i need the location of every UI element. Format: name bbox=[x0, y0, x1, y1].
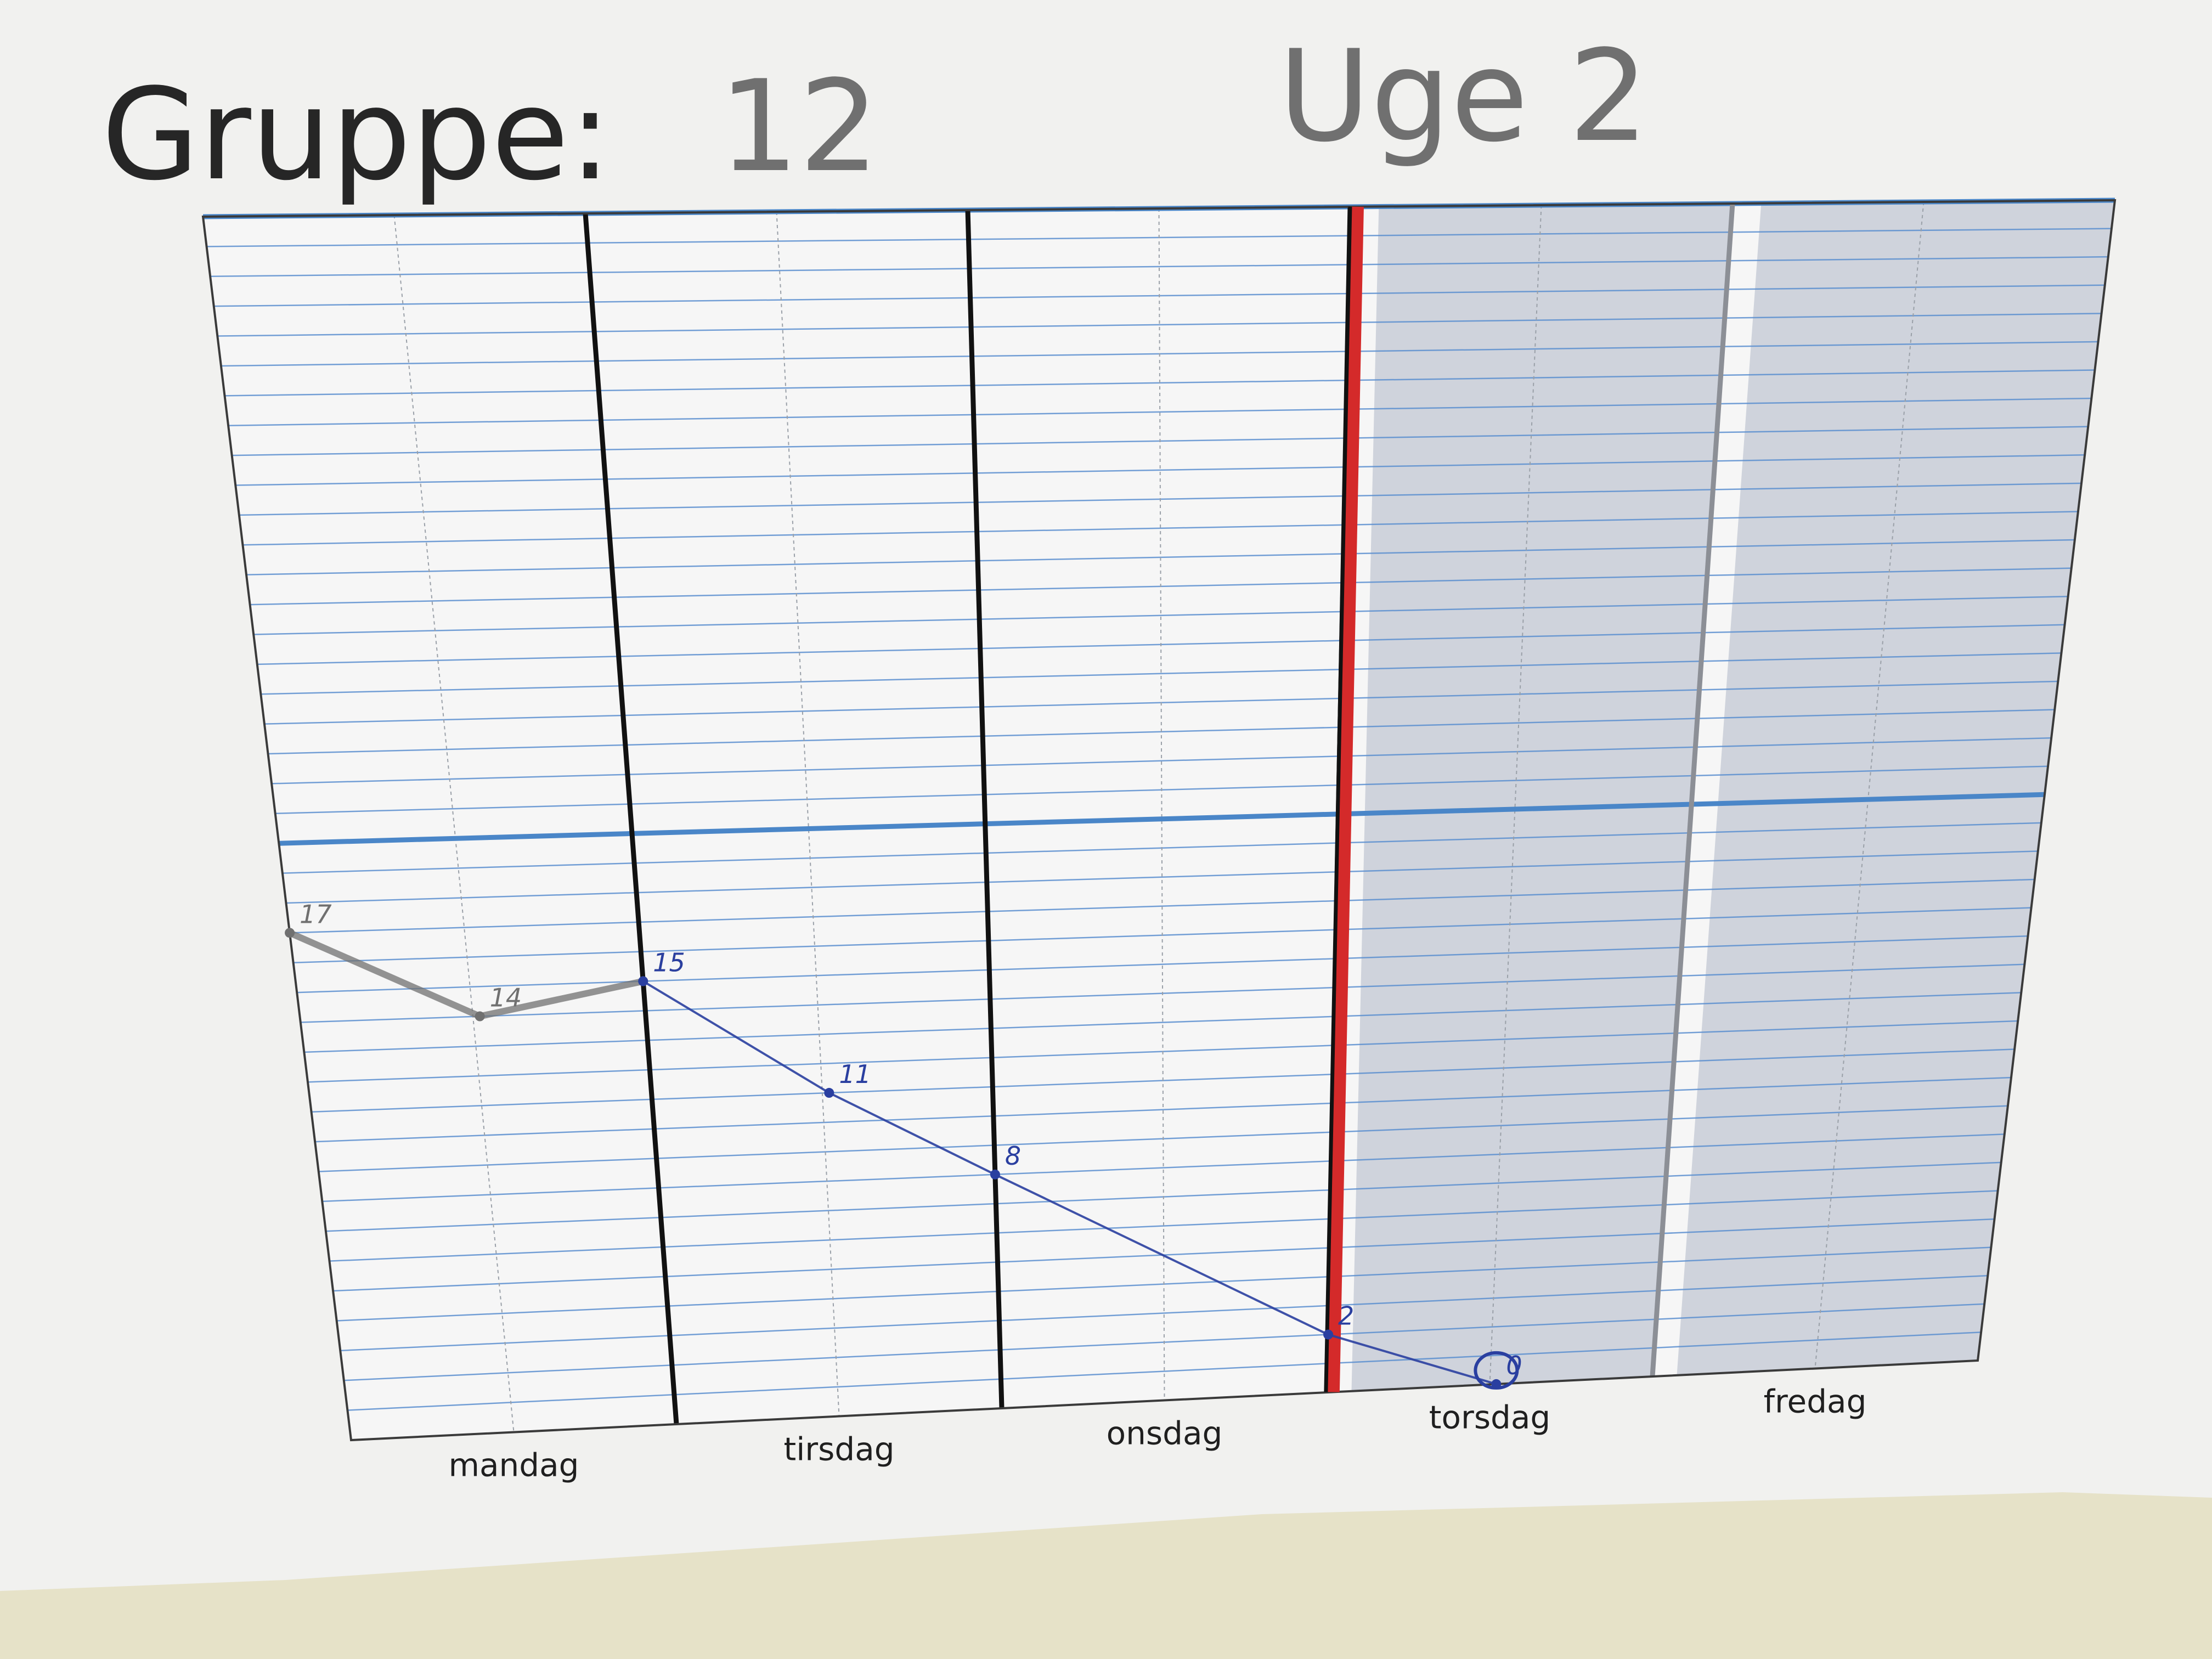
plot-frame bbox=[201, 199, 2117, 1442]
data-point-label: 17 bbox=[300, 899, 332, 929]
gridline-h bbox=[315, 1076, 2012, 1143]
day-label-torsdag: torsdag bbox=[1429, 1399, 1550, 1436]
gridline-h bbox=[304, 992, 2022, 1053]
data-point bbox=[285, 928, 295, 938]
gridline-v-mid bbox=[1814, 201, 1925, 1369]
data-point-label: 15 bbox=[653, 948, 685, 978]
day-separator bbox=[583, 213, 679, 1425]
shaded-day-torsdag bbox=[1351, 204, 1733, 1391]
group-label: Gruppe: bbox=[101, 62, 612, 208]
data-point-label: 2 bbox=[1338, 1301, 1354, 1331]
gridline-h bbox=[322, 1133, 2005, 1203]
group-number: 12 bbox=[719, 54, 879, 200]
gridline-v-mid bbox=[1489, 205, 1542, 1385]
data-point bbox=[990, 1169, 1000, 1180]
reference-line bbox=[279, 792, 2045, 846]
gridline-h bbox=[286, 850, 2038, 904]
data-point-label: 14 bbox=[490, 983, 522, 1013]
gridline-h bbox=[297, 935, 2028, 994]
gridline-h bbox=[329, 1190, 1998, 1262]
shaded-day-fredag bbox=[1677, 200, 2115, 1375]
day-separator bbox=[965, 210, 1005, 1409]
day-separator bbox=[1650, 203, 1735, 1377]
gridline-h bbox=[217, 313, 2102, 337]
day-label-onsdag: onsdag bbox=[1107, 1415, 1223, 1452]
data-point bbox=[1323, 1329, 1334, 1340]
gridline-h bbox=[235, 454, 2085, 486]
gridline-h bbox=[242, 511, 2078, 546]
data-point bbox=[475, 1011, 485, 1022]
gridline-h bbox=[290, 878, 2035, 934]
burndown-chart: mandag tirsdag onsdag torsdag fredag17141515… bbox=[201, 198, 2117, 1484]
day-label-fredag: fredag bbox=[1764, 1383, 1867, 1420]
today-marker bbox=[1327, 206, 1364, 1392]
data-point-label: 8 bbox=[1005, 1141, 1021, 1171]
gridline-h bbox=[246, 539, 2075, 575]
final-zero-circle bbox=[1474, 1351, 1519, 1390]
data-point-label: 11 bbox=[839, 1059, 871, 1089]
gridline-h bbox=[347, 1331, 1982, 1411]
gridline-h bbox=[272, 737, 2052, 785]
day-label-mandag: mandag bbox=[449, 1447, 579, 1484]
gridline-h bbox=[261, 652, 2062, 695]
gridline-h bbox=[210, 256, 2108, 278]
gridline-h bbox=[340, 1274, 1988, 1352]
gridline-v-mid bbox=[1158, 208, 1165, 1401]
gridline-h bbox=[228, 397, 2092, 426]
today-marker-edge bbox=[1324, 206, 1352, 1392]
day-label-tirsdag: tirsdag bbox=[783, 1431, 894, 1468]
data-point bbox=[824, 1088, 834, 1098]
data-point bbox=[638, 976, 648, 986]
gridline-h bbox=[253, 595, 2068, 635]
data-point-label: 15 bbox=[653, 948, 685, 978]
week-label: Uge 2 bbox=[1278, 24, 1649, 170]
